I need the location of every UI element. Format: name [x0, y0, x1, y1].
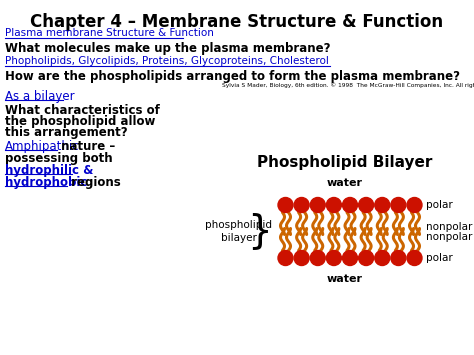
Text: What characteristics of: What characteristics of: [5, 104, 160, 117]
Text: polar: polar: [426, 253, 453, 263]
Circle shape: [343, 197, 357, 213]
Circle shape: [407, 251, 422, 266]
Text: }: }: [247, 213, 272, 251]
Text: How are the phospholipids arranged to form the plasma membrane?: How are the phospholipids arranged to fo…: [5, 70, 460, 83]
Text: possessing both: possessing both: [5, 152, 113, 165]
Circle shape: [375, 197, 390, 213]
Circle shape: [375, 251, 390, 266]
Circle shape: [359, 251, 374, 266]
Circle shape: [294, 197, 309, 213]
Circle shape: [327, 251, 341, 266]
Text: Chapter 4 – Membrane Structure & Function: Chapter 4 – Membrane Structure & Functio…: [30, 13, 444, 31]
Text: nature –: nature –: [57, 140, 115, 153]
Text: What molecules make up the plasma membrane?: What molecules make up the plasma membra…: [5, 42, 330, 55]
Text: polar: polar: [426, 200, 453, 210]
Text: nonpolar: nonpolar: [426, 231, 473, 241]
Text: hydrophobic: hydrophobic: [5, 176, 87, 189]
Text: this arrangement?: this arrangement?: [5, 126, 128, 139]
Circle shape: [407, 197, 422, 213]
Circle shape: [327, 197, 341, 213]
Text: hydrophilic &: hydrophilic &: [5, 164, 93, 177]
Text: Sylvia S Mader, Biology, 6th edition. © 1998  The McGraw-Hill Companies, Inc. Al: Sylvia S Mader, Biology, 6th edition. © …: [222, 82, 474, 88]
Text: water: water: [327, 274, 363, 284]
Text: phospholipid
bilayer: phospholipid bilayer: [206, 220, 273, 243]
Text: regions: regions: [67, 176, 121, 189]
Circle shape: [359, 197, 374, 213]
Circle shape: [310, 251, 325, 266]
Text: Plasma membrane Structure & Function: Plasma membrane Structure & Function: [5, 28, 214, 38]
Circle shape: [391, 251, 406, 266]
Circle shape: [391, 197, 406, 213]
Circle shape: [278, 251, 293, 266]
Text: Phopholipids, Glycolipids, Proteins, Glycoproteins, Cholesterol: Phopholipids, Glycolipids, Proteins, Gly…: [5, 56, 329, 66]
Text: Phospholipid Bilayer: Phospholipid Bilayer: [257, 155, 433, 170]
Circle shape: [294, 251, 309, 266]
Text: water: water: [327, 179, 363, 189]
Text: nonpolar: nonpolar: [426, 222, 473, 231]
Circle shape: [343, 251, 357, 266]
Circle shape: [278, 197, 293, 213]
Text: Amphipathic: Amphipathic: [5, 140, 80, 153]
Circle shape: [310, 197, 325, 213]
Text: As a bilayer: As a bilayer: [5, 90, 74, 103]
Text: the phospholipid allow: the phospholipid allow: [5, 115, 155, 128]
